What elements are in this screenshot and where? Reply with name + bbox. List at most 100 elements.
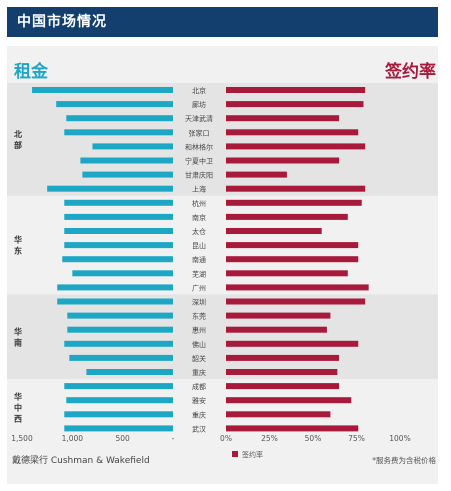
signing-rate-bar — [226, 185, 366, 192]
rate-axis-tick-label: 25% — [261, 434, 278, 443]
legend-label: 签约率 — [242, 450, 263, 459]
city-label: 天津武清 — [185, 114, 213, 123]
city-label: 昆山 — [192, 241, 206, 250]
signing-rate-bar — [226, 171, 287, 178]
rent-bar — [92, 143, 173, 150]
rent-bar — [72, 270, 173, 277]
city-label: 太仓 — [192, 227, 206, 236]
city-label: 深圳 — [192, 298, 206, 307]
city-label: 东莞 — [192, 312, 206, 321]
signing-rate-bar — [226, 284, 369, 291]
city-label: 成都 — [192, 382, 206, 391]
rent-bar — [64, 213, 173, 220]
rent-bar — [69, 354, 173, 361]
rent-bar — [64, 340, 173, 347]
signing-rate-bar — [226, 242, 359, 249]
region-band — [7, 82, 438, 196]
rent-bar — [66, 397, 173, 404]
signing-rate-bar — [226, 101, 364, 108]
footnote: *服务费为含税价格 — [372, 455, 436, 465]
rate-axis-tick-label: 100% — [389, 434, 410, 443]
city-label: 惠州 — [192, 326, 206, 335]
rent-bar — [47, 185, 173, 192]
rent-bar — [64, 199, 173, 206]
region-label: 北 — [14, 129, 22, 139]
rent-axis-tick-label: 1,500 — [11, 434, 33, 443]
rate-axis-tick-label: 0% — [220, 434, 232, 443]
city-label: 武汉 — [192, 424, 206, 433]
rent-bar — [56, 101, 173, 108]
signing-rate-bar — [226, 354, 340, 361]
right-chart-title: 签约率 — [384, 61, 436, 82]
signing-rate-bar — [226, 326, 327, 333]
rent-bar — [64, 411, 173, 418]
city-label: 宁夏中卫 — [185, 157, 213, 166]
source-text: 戴德梁行 Cushman & Wakefield — [12, 454, 150, 466]
rent-bar — [64, 425, 173, 432]
rent-bar — [66, 115, 173, 122]
rent-bar — [64, 242, 173, 249]
city-label: 甘肃庆阳 — [185, 171, 213, 180]
city-label: 南通 — [192, 255, 206, 264]
signing-rate-bar — [226, 397, 352, 404]
region-label: 东 — [14, 246, 22, 256]
city-label: 杭州 — [192, 199, 206, 208]
city-label: 雅安 — [192, 396, 206, 405]
signing-rate-bar — [226, 270, 348, 277]
signing-rate-bar — [226, 298, 366, 305]
signing-rate-bar — [226, 383, 340, 390]
rent-bar — [80, 157, 173, 164]
signing-rate-bar — [226, 199, 362, 206]
region-label: 部 — [14, 140, 22, 150]
signing-rate-bar — [226, 129, 359, 136]
rate-axis-tick-label: 50% — [305, 434, 322, 443]
city-label: 重庆 — [192, 410, 206, 419]
region-label: 西 — [14, 414, 22, 423]
region-label: 华 — [14, 235, 22, 245]
city-label: 佛山 — [192, 340, 206, 349]
signing-rate-bar — [226, 369, 338, 375]
page-title: 中国市场情况 — [7, 7, 438, 37]
city-label: 廊坊 — [192, 100, 206, 109]
city-label: 南京 — [192, 213, 206, 222]
legend-swatch — [232, 451, 238, 457]
rent-axis-tick-label: - — [172, 434, 175, 443]
signing-rate-bar — [226, 143, 366, 150]
city-label: 上海 — [192, 185, 206, 194]
city-label: 和林格尔 — [185, 142, 213, 151]
signing-rate-bar — [226, 411, 331, 418]
rent-bar — [67, 326, 173, 333]
city-label: 重庆 — [192, 368, 206, 377]
rent-bar — [32, 87, 173, 93]
signing-rate-bar — [226, 213, 348, 220]
rent-bar — [67, 312, 173, 319]
region-band — [7, 294, 438, 380]
rent-bar — [57, 284, 173, 291]
signing-rate-bar — [226, 87, 366, 93]
rent-bar — [64, 228, 173, 234]
rate-axis-tick-label: 75% — [348, 434, 365, 443]
signing-rate-bar — [226, 312, 331, 319]
rent-bar — [64, 129, 173, 136]
region-label: 华 — [14, 391, 22, 401]
city-label: 芜湖 — [192, 269, 206, 278]
region-label: 华 — [14, 326, 22, 336]
rent-axis-tick-label: 500 — [116, 434, 131, 443]
signing-rate-bar — [226, 115, 340, 122]
left-chart-title: 租金 — [14, 61, 49, 82]
signing-rate-bar — [226, 425, 359, 432]
signing-rate-bar — [226, 228, 322, 234]
signing-rate-bar — [226, 256, 359, 263]
rent-bar — [57, 298, 173, 305]
region-label: 中 — [14, 402, 22, 412]
rent-bar — [86, 369, 173, 375]
rent-bar — [62, 256, 174, 263]
city-label: 张家口 — [189, 128, 210, 137]
city-label: 北京 — [192, 86, 206, 95]
region-label: 南 — [14, 337, 22, 347]
signing-rate-bar — [226, 157, 340, 164]
rent-axis-tick-label: 1,000 — [62, 434, 84, 443]
city-label: 广州 — [192, 283, 206, 292]
signing-rate-bar — [226, 340, 359, 347]
